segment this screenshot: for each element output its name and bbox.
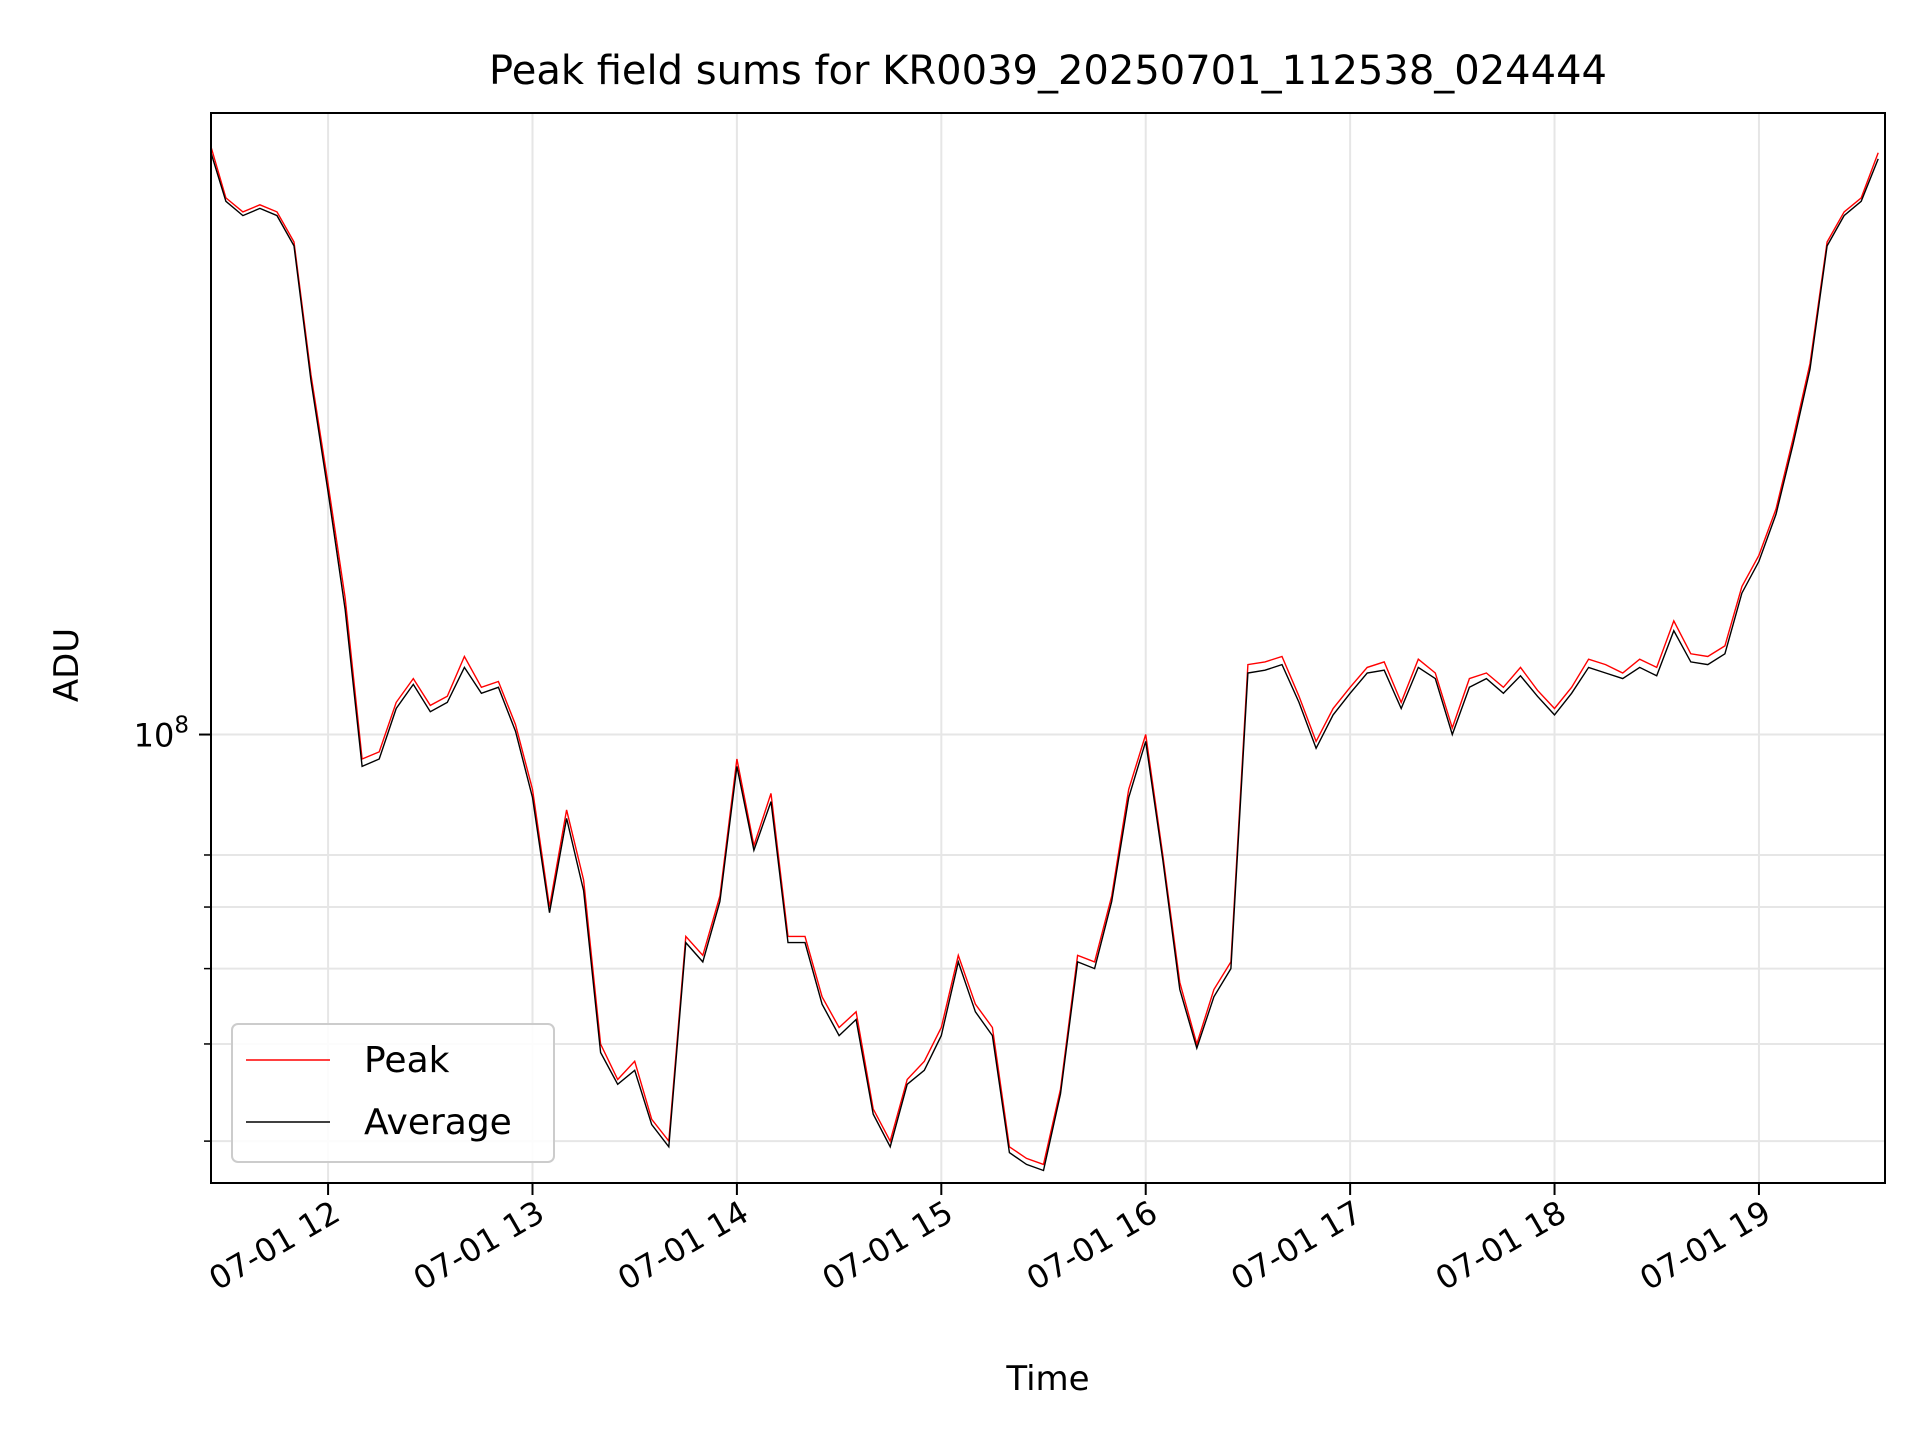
series-line-peak	[210, 146, 1879, 1166]
x-axis-label: Time	[1005, 1359, 1089, 1399]
y-tick-label: 108	[134, 713, 189, 755]
series-line-average	[210, 152, 1879, 1172]
y-tick-label-exponent: 8	[174, 713, 189, 739]
chart-title: Peak field sums for KR0039_20250701_1125…	[489, 48, 1607, 94]
legend: Peak Average	[231, 1023, 555, 1163]
legend-box	[231, 1023, 555, 1163]
grid	[211, 113, 1885, 1183]
plot-frame	[210, 112, 1886, 1184]
legend-label-average: Average	[364, 1102, 512, 1143]
legend-label-peak: Peak	[364, 1040, 450, 1081]
y-tick-label-base: 10	[134, 717, 175, 755]
y-axis-label: ADU	[47, 628, 87, 702]
plot-area	[210, 146, 1879, 1172]
